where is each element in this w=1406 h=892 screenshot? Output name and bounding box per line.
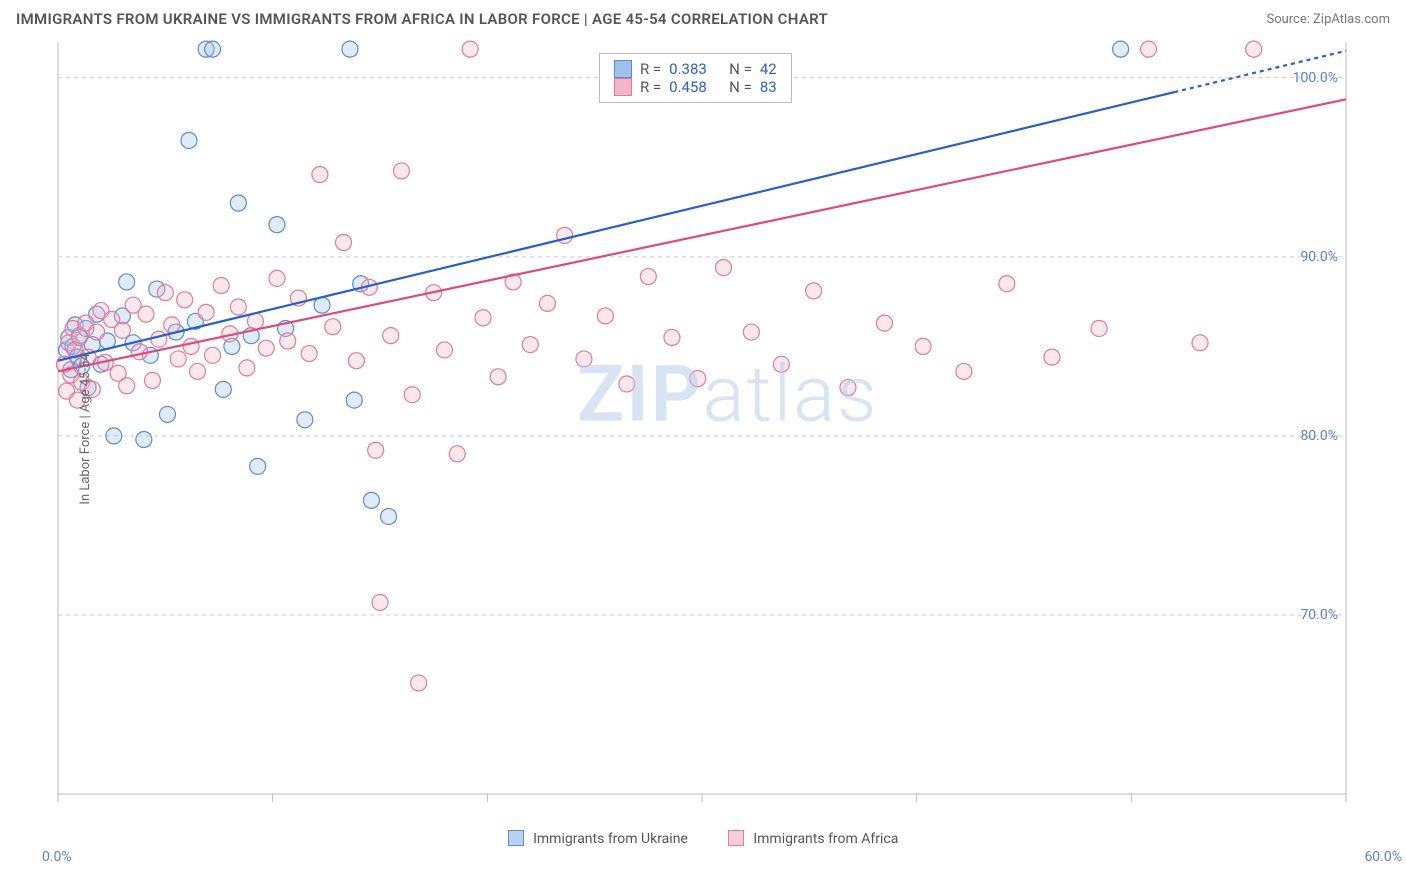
x-min-label: 0.0% bbox=[42, 849, 72, 865]
source-attribution: Source: ZipAtlas.com bbox=[1266, 12, 1390, 27]
y-tick-label: 90.0% bbox=[1300, 249, 1338, 265]
chart-title: IMMIGRANTS FROM UKRAINE VS IMMIGRANTS FR… bbox=[16, 10, 828, 28]
legend-item-africa: Immigrants from Africa bbox=[728, 830, 899, 847]
chart-container: In Labor Force | Age 45-54 ZIPatlas R =0… bbox=[16, 34, 1390, 824]
swatch-icon bbox=[508, 830, 524, 846]
series-legend: Immigrants from Ukraine Immigrants from … bbox=[0, 830, 1406, 847]
legend-label: Immigrants from Africa bbox=[753, 831, 898, 847]
scatter-chart bbox=[16, 34, 1390, 824]
correlation-row: R =0.458N =83 bbox=[614, 78, 777, 96]
y-tick-label: 70.0% bbox=[1300, 607, 1338, 623]
correlation-legend: R =0.383N =42R =0.458N =83 bbox=[599, 53, 792, 103]
legend-item-ukraine: Immigrants from Ukraine bbox=[508, 830, 688, 847]
swatch-icon bbox=[728, 830, 744, 846]
swatch-icon bbox=[614, 78, 632, 96]
legend-label: Immigrants from Ukraine bbox=[533, 831, 688, 847]
header: IMMIGRANTS FROM UKRAINE VS IMMIGRANTS FR… bbox=[0, 0, 1406, 34]
correlation-row: R =0.383N =42 bbox=[614, 60, 777, 78]
y-tick-label: 100.0% bbox=[1293, 70, 1338, 86]
x-axis-range: 0.0% 60.0% bbox=[0, 849, 1406, 865]
y-tick-label: 80.0% bbox=[1300, 428, 1338, 444]
swatch-icon bbox=[614, 60, 632, 78]
y-axis-label: In Labor Force | Age 45-54 bbox=[78, 353, 93, 504]
x-max-label: 60.0% bbox=[1364, 849, 1402, 865]
